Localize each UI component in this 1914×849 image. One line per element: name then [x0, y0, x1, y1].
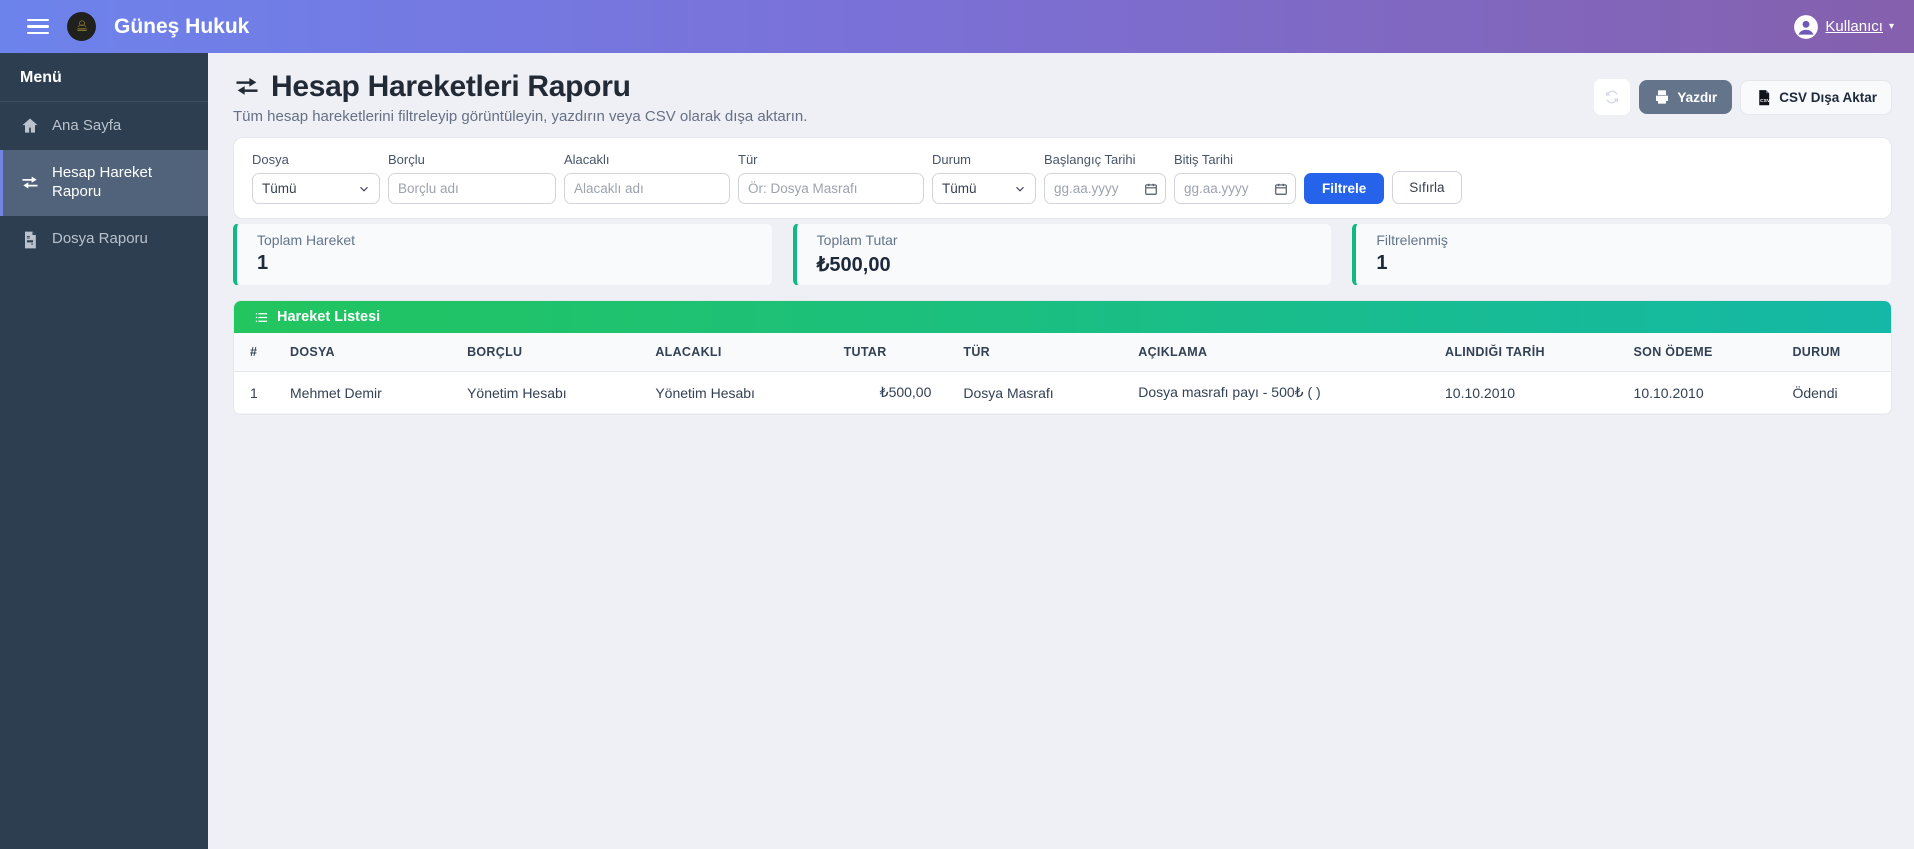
- svg-text:CSV: CSV: [1760, 97, 1771, 103]
